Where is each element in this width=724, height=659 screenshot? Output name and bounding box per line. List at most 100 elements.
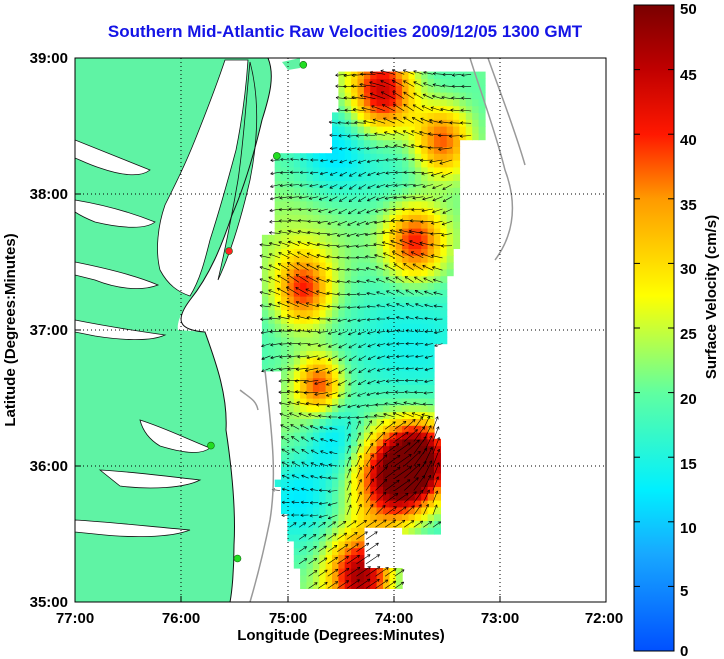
vector-arrowhead [329, 133, 333, 136]
vector-arrow [403, 491, 417, 503]
velocity-cell [293, 336, 301, 345]
vector-arrow [374, 415, 386, 418]
vector-arrowhead [355, 246, 359, 248]
velocity-cell [332, 561, 339, 569]
vector-arrowhead [309, 171, 313, 174]
vector-arrow [287, 262, 300, 271]
velocity-cell [389, 221, 397, 229]
velocity-cell [389, 289, 397, 297]
velocity-cell [389, 309, 397, 317]
velocity-cell [338, 207, 346, 215]
velocity-cell [446, 126, 454, 134]
vector-arrowhead [301, 461, 304, 465]
velocity-cell [408, 221, 416, 229]
velocity-cell [434, 479, 441, 487]
vector-arrowhead [403, 520, 406, 524]
velocity-cell [344, 500, 352, 508]
velocity-cell [344, 398, 352, 406]
velocity-cell [306, 411, 314, 419]
vector-arrow [402, 412, 414, 418]
velocity-cell [300, 425, 308, 433]
velocity-cell [414, 323, 422, 331]
velocity-cell [414, 343, 422, 351]
vector-arrow [356, 520, 367, 528]
vector-arrow [295, 274, 309, 283]
velocity-cell [427, 160, 435, 168]
velocity-cell [268, 350, 276, 358]
velocity-cell [370, 214, 378, 222]
vector-arrowhead [420, 158, 423, 161]
velocity-cell [421, 173, 429, 181]
vector-arrowhead [298, 413, 302, 416]
vector-arrow [422, 265, 434, 271]
vector-arrow [384, 403, 395, 406]
vector-arrow [278, 231, 290, 234]
vector-arrow [326, 380, 338, 386]
velocity-cell [427, 370, 435, 379]
vector-arrowhead [384, 196, 388, 199]
velocity-cell [312, 173, 320, 181]
vector-arrow [338, 355, 348, 362]
vector-arrow [327, 490, 338, 492]
vector-arrow [314, 392, 328, 395]
velocity-cell [287, 391, 295, 399]
vector-arrowhead [439, 521, 442, 525]
vector-arrow [459, 135, 472, 137]
vector-arrowhead [413, 81, 416, 85]
velocity-cell [414, 350, 422, 358]
velocity-cell [319, 364, 327, 372]
vector-arrowhead [358, 466, 362, 470]
velocity-cell [421, 268, 429, 277]
vector-arrow [421, 414, 433, 418]
velocity-cell [370, 180, 378, 188]
velocity-cell [408, 180, 416, 188]
vector-arrowhead [408, 479, 411, 483]
vector-arrowhead [305, 288, 308, 292]
velocity-cell [344, 262, 352, 270]
velocity-cell [319, 506, 327, 515]
vector-arrowhead [339, 148, 343, 151]
vector-arrowhead [386, 367, 390, 370]
vector-arrowhead [297, 343, 301, 346]
velocity-cell [414, 302, 422, 311]
velocity-cell [332, 391, 339, 399]
velocity-cell [261, 350, 269, 358]
vector-arrowhead [394, 144, 398, 146]
velocity-cell [434, 153, 441, 161]
velocity-cell [300, 438, 308, 447]
velocity-cell [421, 248, 429, 256]
velocity-cell [383, 228, 390, 236]
vector-arrowhead [320, 438, 323, 442]
vector-arrow [367, 355, 376, 360]
vector-arrowhead [398, 455, 401, 459]
vector-arrow [423, 504, 429, 516]
vector-arrow [384, 264, 395, 271]
velocity-cell [421, 370, 429, 379]
vector-arrowhead [376, 393, 380, 396]
velocity-cell [402, 173, 410, 181]
vector-arrow [414, 380, 424, 382]
vector-arrowhead [300, 424, 303, 428]
vector-arrow [306, 355, 319, 359]
velocity-cell [440, 166, 448, 175]
vector-arrowhead [396, 329, 400, 331]
vector-arrowhead [419, 451, 421, 455]
vector-arrowhead [432, 266, 435, 270]
velocity-cell [344, 180, 352, 188]
vector-arrowhead [384, 403, 388, 406]
vector-arrowhead [301, 488, 304, 491]
vector-arrowhead [278, 379, 282, 382]
vector-arrowhead [403, 183, 407, 186]
velocity-cell [414, 527, 422, 535]
vector-arrow [403, 451, 421, 467]
velocity-cell [421, 350, 429, 358]
velocity-cell [402, 364, 410, 372]
velocity-cell [370, 92, 378, 100]
vector-arrowhead [413, 92, 416, 96]
axis-ticks [74, 57, 607, 603]
velocity-cell [383, 370, 390, 379]
velocity-cell [281, 248, 288, 256]
velocity-cell [421, 506, 429, 515]
velocity-cell [338, 228, 346, 236]
vector-arrow [280, 159, 290, 161]
